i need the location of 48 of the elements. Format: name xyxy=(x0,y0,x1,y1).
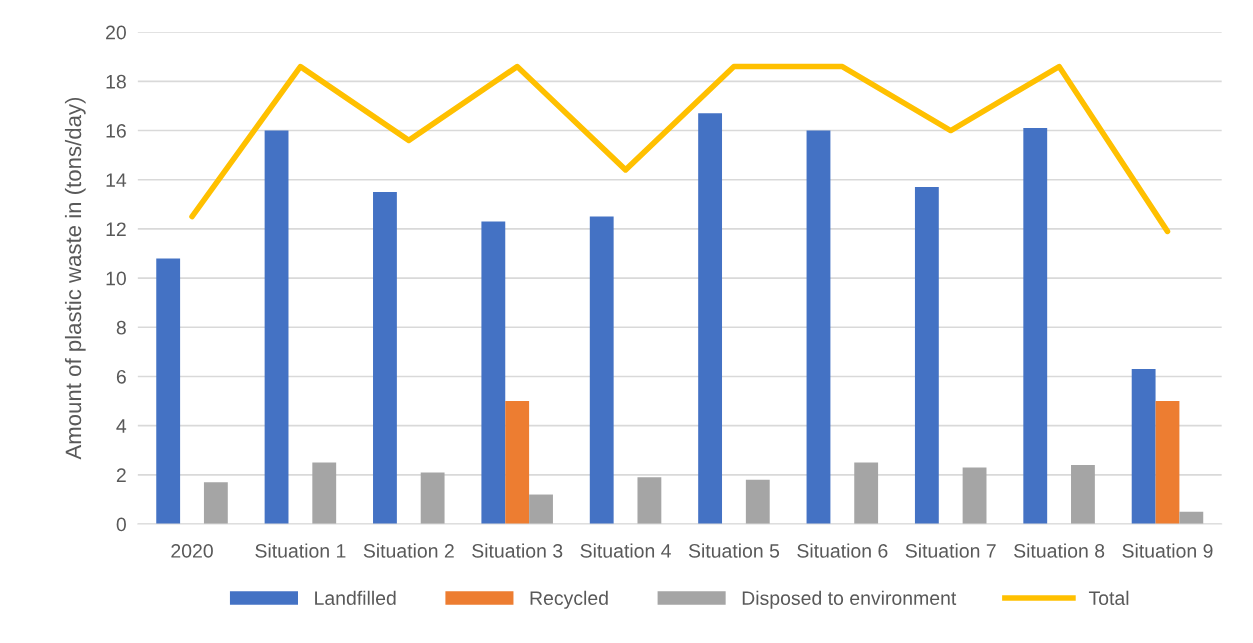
bar xyxy=(806,130,831,525)
bar xyxy=(698,113,723,525)
bar xyxy=(1179,511,1204,525)
legend-label: Total xyxy=(1088,590,1129,606)
legend-label: Landfilled xyxy=(315,590,396,606)
bar xyxy=(1023,128,1048,525)
x-tick-label: Situation 6 xyxy=(797,543,888,558)
y-tick-label: 12 xyxy=(106,222,126,236)
y-tick-label: 4 xyxy=(116,419,127,433)
y-tick-label: 14 xyxy=(106,173,127,187)
bar xyxy=(637,477,662,525)
bar xyxy=(264,130,289,525)
y-tick-label: 2 xyxy=(116,468,126,482)
bar xyxy=(1131,369,1156,525)
bar xyxy=(1155,401,1180,525)
y-tick-label: 8 xyxy=(116,320,126,335)
bar xyxy=(914,187,939,525)
bar xyxy=(481,221,506,525)
y-tick-label: 16 xyxy=(106,124,126,138)
y-tick-label: 20 xyxy=(106,25,126,40)
x-tick-label: Situation 9 xyxy=(1122,543,1213,558)
bar xyxy=(529,494,553,525)
bar xyxy=(203,482,228,525)
y-tick-label: 0 xyxy=(116,517,126,532)
y-tick-label: 6 xyxy=(116,369,126,384)
x-tick-label: Situation 4 xyxy=(580,543,671,558)
y-axis-title: Amount of plastic waste in (tons/day) xyxy=(64,97,86,460)
bar xyxy=(373,192,397,525)
x-tick-label: Situation 5 xyxy=(688,543,780,558)
x-tick-label: Situation 7 xyxy=(905,543,996,558)
legend-label: Recycled xyxy=(530,590,608,609)
bar xyxy=(505,401,530,525)
x-tick-label: Situation 1 xyxy=(255,543,346,558)
bar xyxy=(312,462,337,525)
y-tick-label: 10 xyxy=(106,271,126,286)
bar xyxy=(745,479,770,525)
bar xyxy=(589,216,614,525)
legend-label: Disposed to environment xyxy=(742,590,957,609)
bar xyxy=(420,472,445,525)
bar xyxy=(854,462,879,525)
x-tick-label: Situation 3 xyxy=(472,543,563,558)
bar xyxy=(962,467,987,525)
y-tick-label: 18 xyxy=(106,74,126,89)
bar xyxy=(156,258,181,525)
x-tick-label: Situation 8 xyxy=(1014,543,1105,558)
bar xyxy=(1071,465,1095,525)
x-tick-label: Situation 2 xyxy=(363,543,454,558)
x-tick-label: 2020 xyxy=(171,544,213,558)
